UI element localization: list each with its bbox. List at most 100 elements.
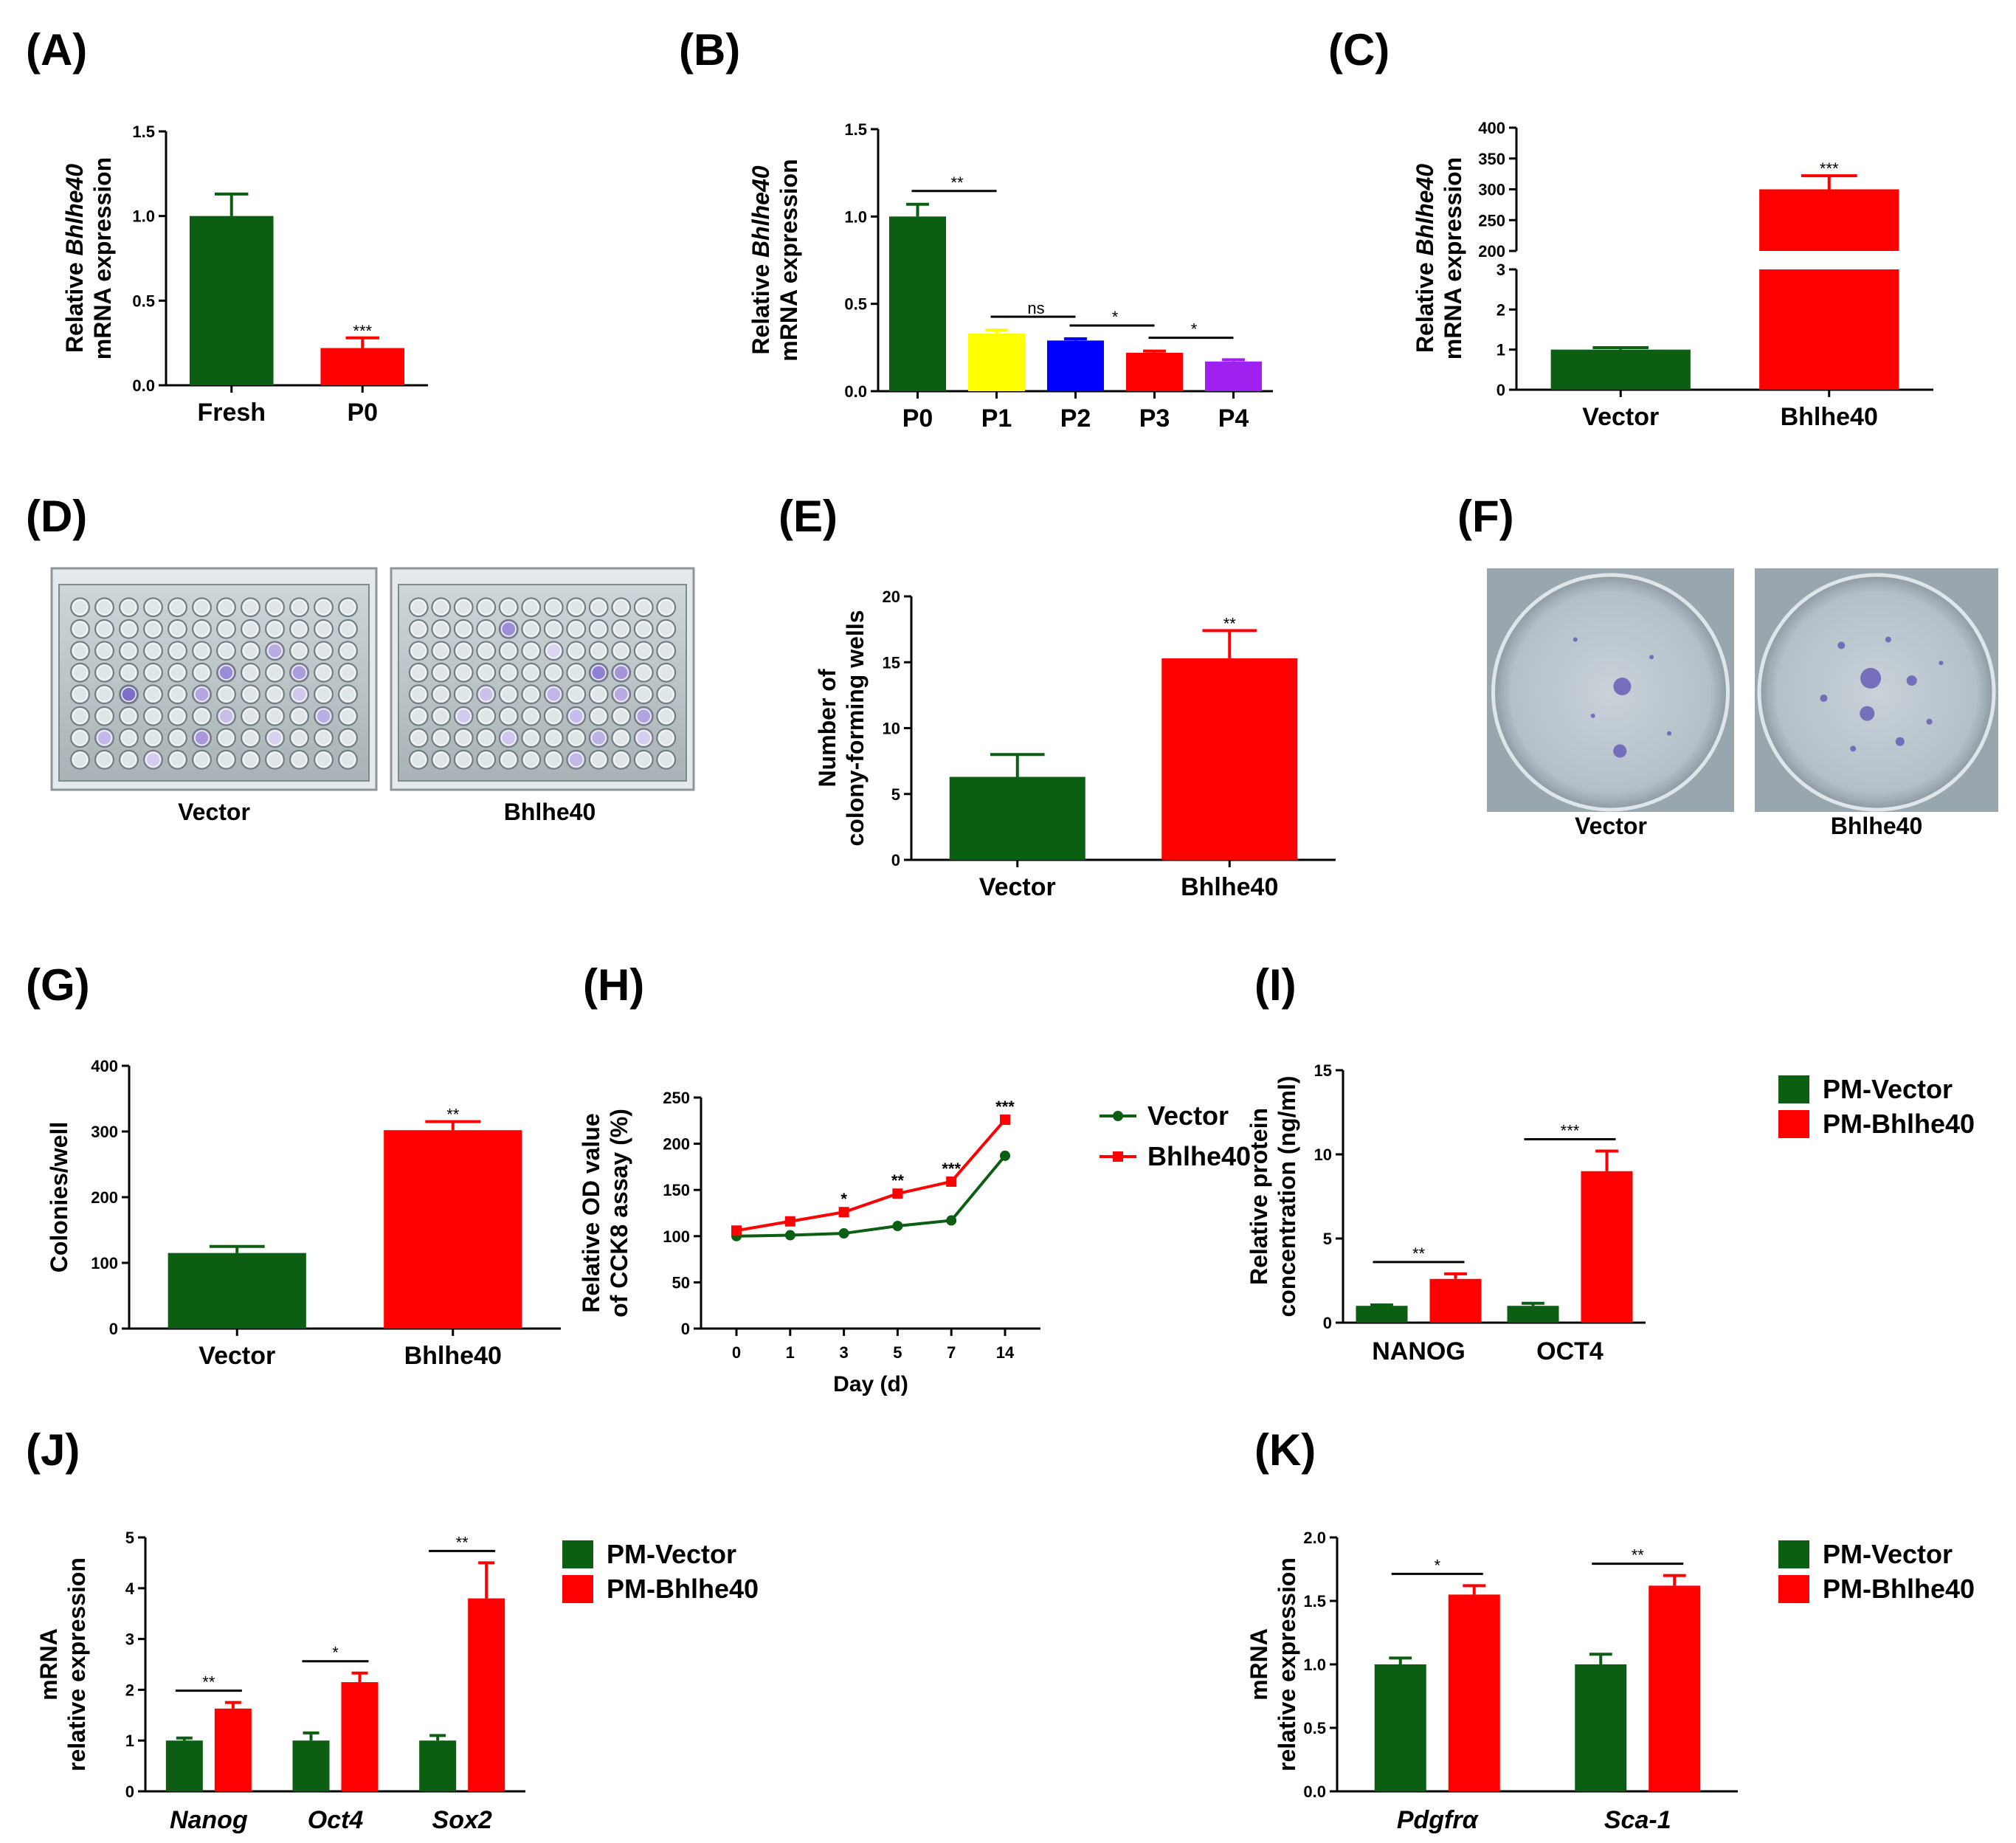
plate-well-rim (340, 751, 356, 768)
plate-well (611, 619, 632, 639)
plate-well-rim (243, 708, 258, 724)
panel-H-point-bhlhe40 (784, 1216, 795, 1227)
plate-well (633, 749, 654, 770)
panel-K-legend-label: PM-Vector (1823, 1539, 1953, 1569)
panel-H-x-tick-label: 5 (893, 1343, 902, 1362)
plate-well-rim (433, 686, 449, 703)
plate-well-rim (121, 686, 137, 703)
panel-A-ylabel-line: mRNA expression (89, 157, 116, 359)
plate-well-rim (500, 730, 517, 746)
plate-well (588, 619, 609, 639)
plate-well-rim (170, 751, 185, 768)
plate-well-rim (291, 708, 307, 724)
dish-plate (1491, 573, 1730, 812)
plate-well-rim (145, 664, 161, 681)
plate-well-rim (455, 708, 472, 724)
plate-well (431, 662, 452, 683)
plate-well-rim (267, 751, 283, 768)
panel-C-y-tick-label: 3 (1497, 261, 1505, 279)
panel-H-ylabel-line: of CCK8 assay (%) (606, 1109, 632, 1317)
plate-well-rim (316, 643, 331, 659)
plate-well-rim (145, 751, 161, 768)
plate-well (241, 684, 260, 705)
plate-well-rim (121, 664, 137, 681)
plate-well (338, 619, 358, 639)
plate-well (566, 641, 587, 661)
plate-well-rim (316, 686, 331, 703)
plate-well (94, 619, 114, 639)
panel-f-label: (F) (1457, 492, 1514, 541)
plate-well (94, 641, 114, 661)
plate-well-rim (523, 708, 539, 724)
plate-well-rim (291, 621, 307, 637)
plate-well (521, 662, 542, 683)
plate-well-rim (545, 621, 562, 637)
plate-well-rim (658, 708, 674, 724)
panel-E-x-label: Vector (979, 873, 1056, 901)
plate-well (656, 749, 677, 770)
plate-well (521, 728, 542, 748)
panel-G-label: (G) (26, 960, 90, 1010)
plate-well (338, 597, 358, 618)
panel-G-y-tick-label: 100 (91, 1254, 118, 1272)
plate-well (289, 662, 309, 683)
panel-H-xlabel: Day (d) (833, 1372, 908, 1396)
plate-well (168, 641, 187, 661)
panel-E-y-tick-label: 10 (883, 720, 900, 738)
plate-well-rim (72, 599, 88, 616)
plate-well (611, 641, 632, 661)
plate-well-rim (145, 708, 161, 724)
panel-K-bar-0-1 (1448, 1594, 1500, 1791)
panel-C-y-tick-label: 2 (1497, 300, 1505, 319)
plate-well (521, 619, 542, 639)
plate-well-rim (72, 730, 88, 746)
plate-well-rim (500, 751, 517, 768)
panel-B-bracket-sig: * (1112, 308, 1119, 326)
plate-well (265, 619, 285, 639)
panel-I-label: (I) (1254, 960, 1297, 1010)
panel-C-ylabel-line: Relative Bhlhe40 (1412, 164, 1438, 353)
plate-well (338, 662, 358, 683)
plate-well-rim (145, 621, 161, 637)
panel-A-bar-1 (320, 348, 405, 385)
plate-well-rim (478, 599, 494, 616)
panel-C-ylabel-line: mRNA expression (1440, 157, 1466, 359)
panel-K-ylabel-line: relative expression (1274, 1557, 1300, 1771)
plate-well (265, 728, 285, 748)
panel-C-y-tick-label: 0 (1497, 381, 1505, 399)
panel-J-label: (J) (26, 1425, 80, 1475)
panel-B-x-label: P3 (1139, 404, 1170, 433)
plate-well-rim (340, 686, 356, 703)
panel-H-y-tick-label: 150 (663, 1181, 690, 1199)
panel-C-ylabel: Relative Bhlhe40 mRNA expression (1412, 157, 1466, 359)
plate-well (143, 641, 163, 661)
plate-well (314, 597, 334, 618)
panel-G-y-tick-label: 300 (91, 1123, 118, 1141)
plate-well (476, 641, 497, 661)
panel-K-chart: (K) 0.0 0.5 1.0 1.5 2.0 * Pdgfrα ** Sca-1 PM-Vecto… (1246, 1425, 1975, 1834)
plate-well (241, 749, 260, 770)
panel-J-bracket-sig: ** (202, 1673, 215, 1692)
panel-J-ylabel-line: mRNA (35, 1628, 62, 1701)
plate-well-rim (72, 751, 88, 768)
plate-well-rim (121, 643, 137, 659)
plate-well-rim (194, 751, 210, 768)
panel-B-bar-4 (1204, 361, 1263, 391)
plate-well (431, 619, 452, 639)
dish-colony (1860, 667, 1882, 689)
plate-well (453, 641, 474, 661)
plate-well-rim (316, 664, 331, 681)
plate-well (338, 728, 358, 748)
plate-well (70, 619, 90, 639)
plate-well-rim (523, 686, 539, 703)
panel-H-legend-label: Vector (1147, 1100, 1229, 1131)
plate-well (588, 706, 609, 726)
panel-H-line-vector (736, 1154, 1007, 1238)
panel-H-y-tick-label: 100 (663, 1227, 690, 1246)
plate-well-rim (433, 643, 449, 659)
plate-well-rim (523, 664, 539, 681)
plate-well (143, 728, 163, 748)
plate-well (314, 662, 334, 683)
panel-H-point-vector (946, 1215, 957, 1226)
dish-inner-rim (1767, 583, 1986, 802)
